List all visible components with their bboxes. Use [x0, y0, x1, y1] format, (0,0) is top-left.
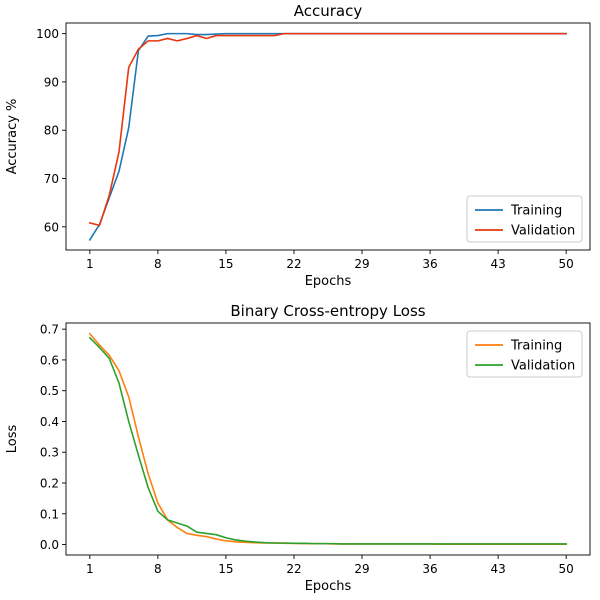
y-tick-label: 0.5 [40, 384, 59, 398]
y-tick-label: 0.7 [40, 323, 59, 337]
legend-label-training: Training [510, 204, 562, 219]
legend: Training Validation [466, 195, 583, 243]
y-tick-label: 0.0 [40, 538, 59, 552]
y-axis-label: Accuracy % [5, 99, 20, 175]
chart-2: 1 8 15 22 29 36 43 50 0.0 0.1 0.2 0.3 0.4 0.5 0.6 0.7 Bi… [5, 302, 591, 594]
y-tick-label: 90 [44, 75, 59, 89]
x-tick-label: 29 [354, 562, 369, 576]
legend: Training Validation [466, 330, 583, 378]
x-tick-label: 36 [422, 562, 437, 576]
x-tick-label: 8 [154, 562, 162, 576]
x-tick-label: 22 [286, 257, 301, 271]
series-line-validation [88, 336, 567, 545]
y-axis-label: Loss [5, 425, 20, 454]
legend-label-validation: Validation [511, 224, 575, 239]
x-tick-label: 1 [86, 562, 94, 576]
chart-title: Binary Cross-entropy Loss [230, 302, 425, 320]
y-tick-label: 70 [44, 172, 59, 186]
y-tick-label: 0.4 [40, 415, 59, 429]
x-tick-label: 43 [490, 257, 505, 271]
axes-frame [65, 322, 591, 556]
x-tick-label: 1 [86, 257, 94, 271]
chart-1: 1 8 15 22 29 36 43 50 60 70 80 90 100 Accuracy Epochs A… [5, 2, 591, 289]
chart-title: Accuracy [294, 2, 363, 20]
x-tick-label: 36 [422, 257, 437, 271]
x-tick-label: 15 [218, 562, 233, 576]
x-axis-label: Epochs [305, 579, 352, 594]
y-tick-label: 100 [36, 27, 59, 41]
x-axis-label: Epochs [305, 274, 352, 289]
series-line-validation [88, 32, 567, 227]
y-tick-label: 0.2 [40, 477, 59, 491]
x-tick-label: 15 [218, 257, 233, 271]
x-tick-label: 8 [154, 257, 162, 271]
x-tick-label: 22 [286, 562, 301, 576]
y-tick-label: 0.3 [40, 446, 59, 460]
y-tick-label: 0.1 [40, 507, 59, 521]
y-tick-label: 60 [44, 220, 59, 234]
x-tick-label: 29 [354, 257, 369, 271]
x-tick-label: 43 [490, 562, 505, 576]
y-tick-label: 0.6 [40, 353, 59, 367]
legend-label-validation: Validation [511, 359, 575, 374]
y-tick-label: 80 [44, 124, 59, 138]
x-tick-label: 50 [559, 257, 574, 271]
axes-frame [65, 22, 591, 251]
legend-label-training: Training [510, 339, 562, 354]
x-tick-label: 50 [559, 562, 574, 576]
